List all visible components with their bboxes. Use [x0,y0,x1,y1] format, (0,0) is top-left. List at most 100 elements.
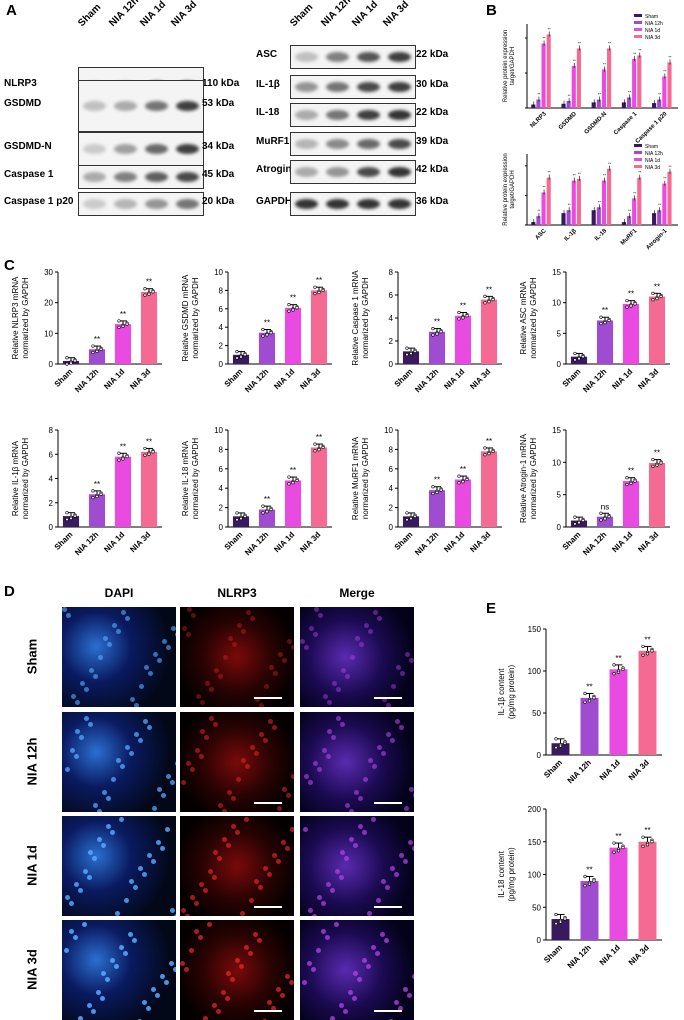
cell-spot [112,623,117,628]
y-tick-label: 100 [528,667,542,676]
legend-label: Sham [645,14,658,20]
cell-spot [377,745,382,750]
cell-spot [326,754,331,759]
legend-label: NIA 1d [645,28,660,34]
cell-spot [407,993,412,998]
scale-bar [254,906,282,908]
data-point [483,453,487,457]
cell-spot [257,938,262,943]
data-point [583,874,587,879]
cell-spot [317,895,322,900]
y-tick-label: 8 [389,268,394,277]
blot-band [83,199,106,209]
cell-spot [139,684,144,689]
cell-spot [363,777,368,782]
data-point [405,346,409,350]
blot-image [78,165,204,189]
cell-spot [96,990,101,995]
bar [480,451,498,527]
y-tick-label: 5 [557,329,562,338]
y-axis-label: Relative protein expression [503,30,509,102]
bar [232,354,250,364]
data-point [651,457,655,462]
cell-spot [343,1009,348,1014]
bar [648,296,666,364]
bar [284,307,302,364]
y-tick-label: 10 [44,329,53,338]
cell-spot [258,885,263,890]
y-tick-label: 6 [389,291,394,300]
significance-mark: ** [146,278,152,287]
bar [561,103,566,108]
legend-label: NIA 12h [645,151,663,157]
data-point [65,356,69,360]
cell-spot [236,777,241,782]
significance-mark: ** [486,437,492,446]
data-point [431,491,435,496]
y-tick-label: 0 [537,936,542,945]
cell-spot [120,764,125,769]
significance-mark: ** [615,654,621,663]
cell-spot [308,780,313,785]
data-point [573,515,577,519]
x-tick-label: Sham [561,367,583,389]
fluor-image [180,607,294,707]
x-tick-label: NIA 1d [442,367,466,391]
legend-swatch [634,144,642,147]
bar [596,320,614,364]
cell-spot [198,935,203,940]
cell-spot [304,774,309,779]
cell-spot [339,1003,344,1008]
bar [428,490,446,527]
cell-spot [180,961,185,966]
cell-spot [325,935,330,940]
cell-spot [330,1016,335,1020]
cell-spot [289,980,294,985]
data-point [287,309,291,313]
data-point [491,449,495,453]
x-tick-label: Sham [223,530,245,552]
data-point [69,361,73,365]
cell-spot [399,853,404,858]
y-tick-label: 0 [537,751,542,760]
cell-spot [194,929,199,934]
cell-spot [313,632,318,637]
cell-spot [111,777,116,782]
significance-mark: ** [586,682,592,691]
cell-spot [185,914,190,916]
fluor-row-label: NIA 12h [24,737,40,786]
fluor-column-header: DAPI [104,586,134,600]
cell-spot [357,977,362,982]
cell-spot [203,888,208,893]
cell-spot [412,846,414,851]
cell-spot [390,866,395,871]
cell-spot [204,735,209,740]
cell-spot [125,745,130,750]
data-point [431,485,435,489]
fluor-column-header: NLRP3 [217,586,257,600]
cell-spot [124,898,129,903]
bar [622,303,640,364]
cell-spot [100,996,105,1001]
data-point [239,355,243,359]
legend-label: NIA 1d [645,158,660,164]
data-point [577,521,581,525]
x-tick-label: NIA 3d [627,758,651,782]
cell-spot [161,793,166,798]
cell-spot [278,652,283,657]
cell-spot [282,658,287,663]
cell-spot [372,764,377,769]
blot-band [357,110,380,120]
blot-row-label: NLRP3 [4,78,37,89]
y-tick-label: 6 [219,305,224,314]
cell-spot [272,725,277,730]
blot-kda-label: 22 kDa [416,49,449,60]
cell-spot [348,990,353,995]
bar [536,216,541,225]
data-point [99,492,103,496]
significance-mark: ** [568,202,572,207]
cell-spot [304,645,309,650]
data-point [573,522,577,526]
y-axis-label: Relative IL-1β mRNA [11,440,20,516]
significance-mark: ** [290,294,296,303]
